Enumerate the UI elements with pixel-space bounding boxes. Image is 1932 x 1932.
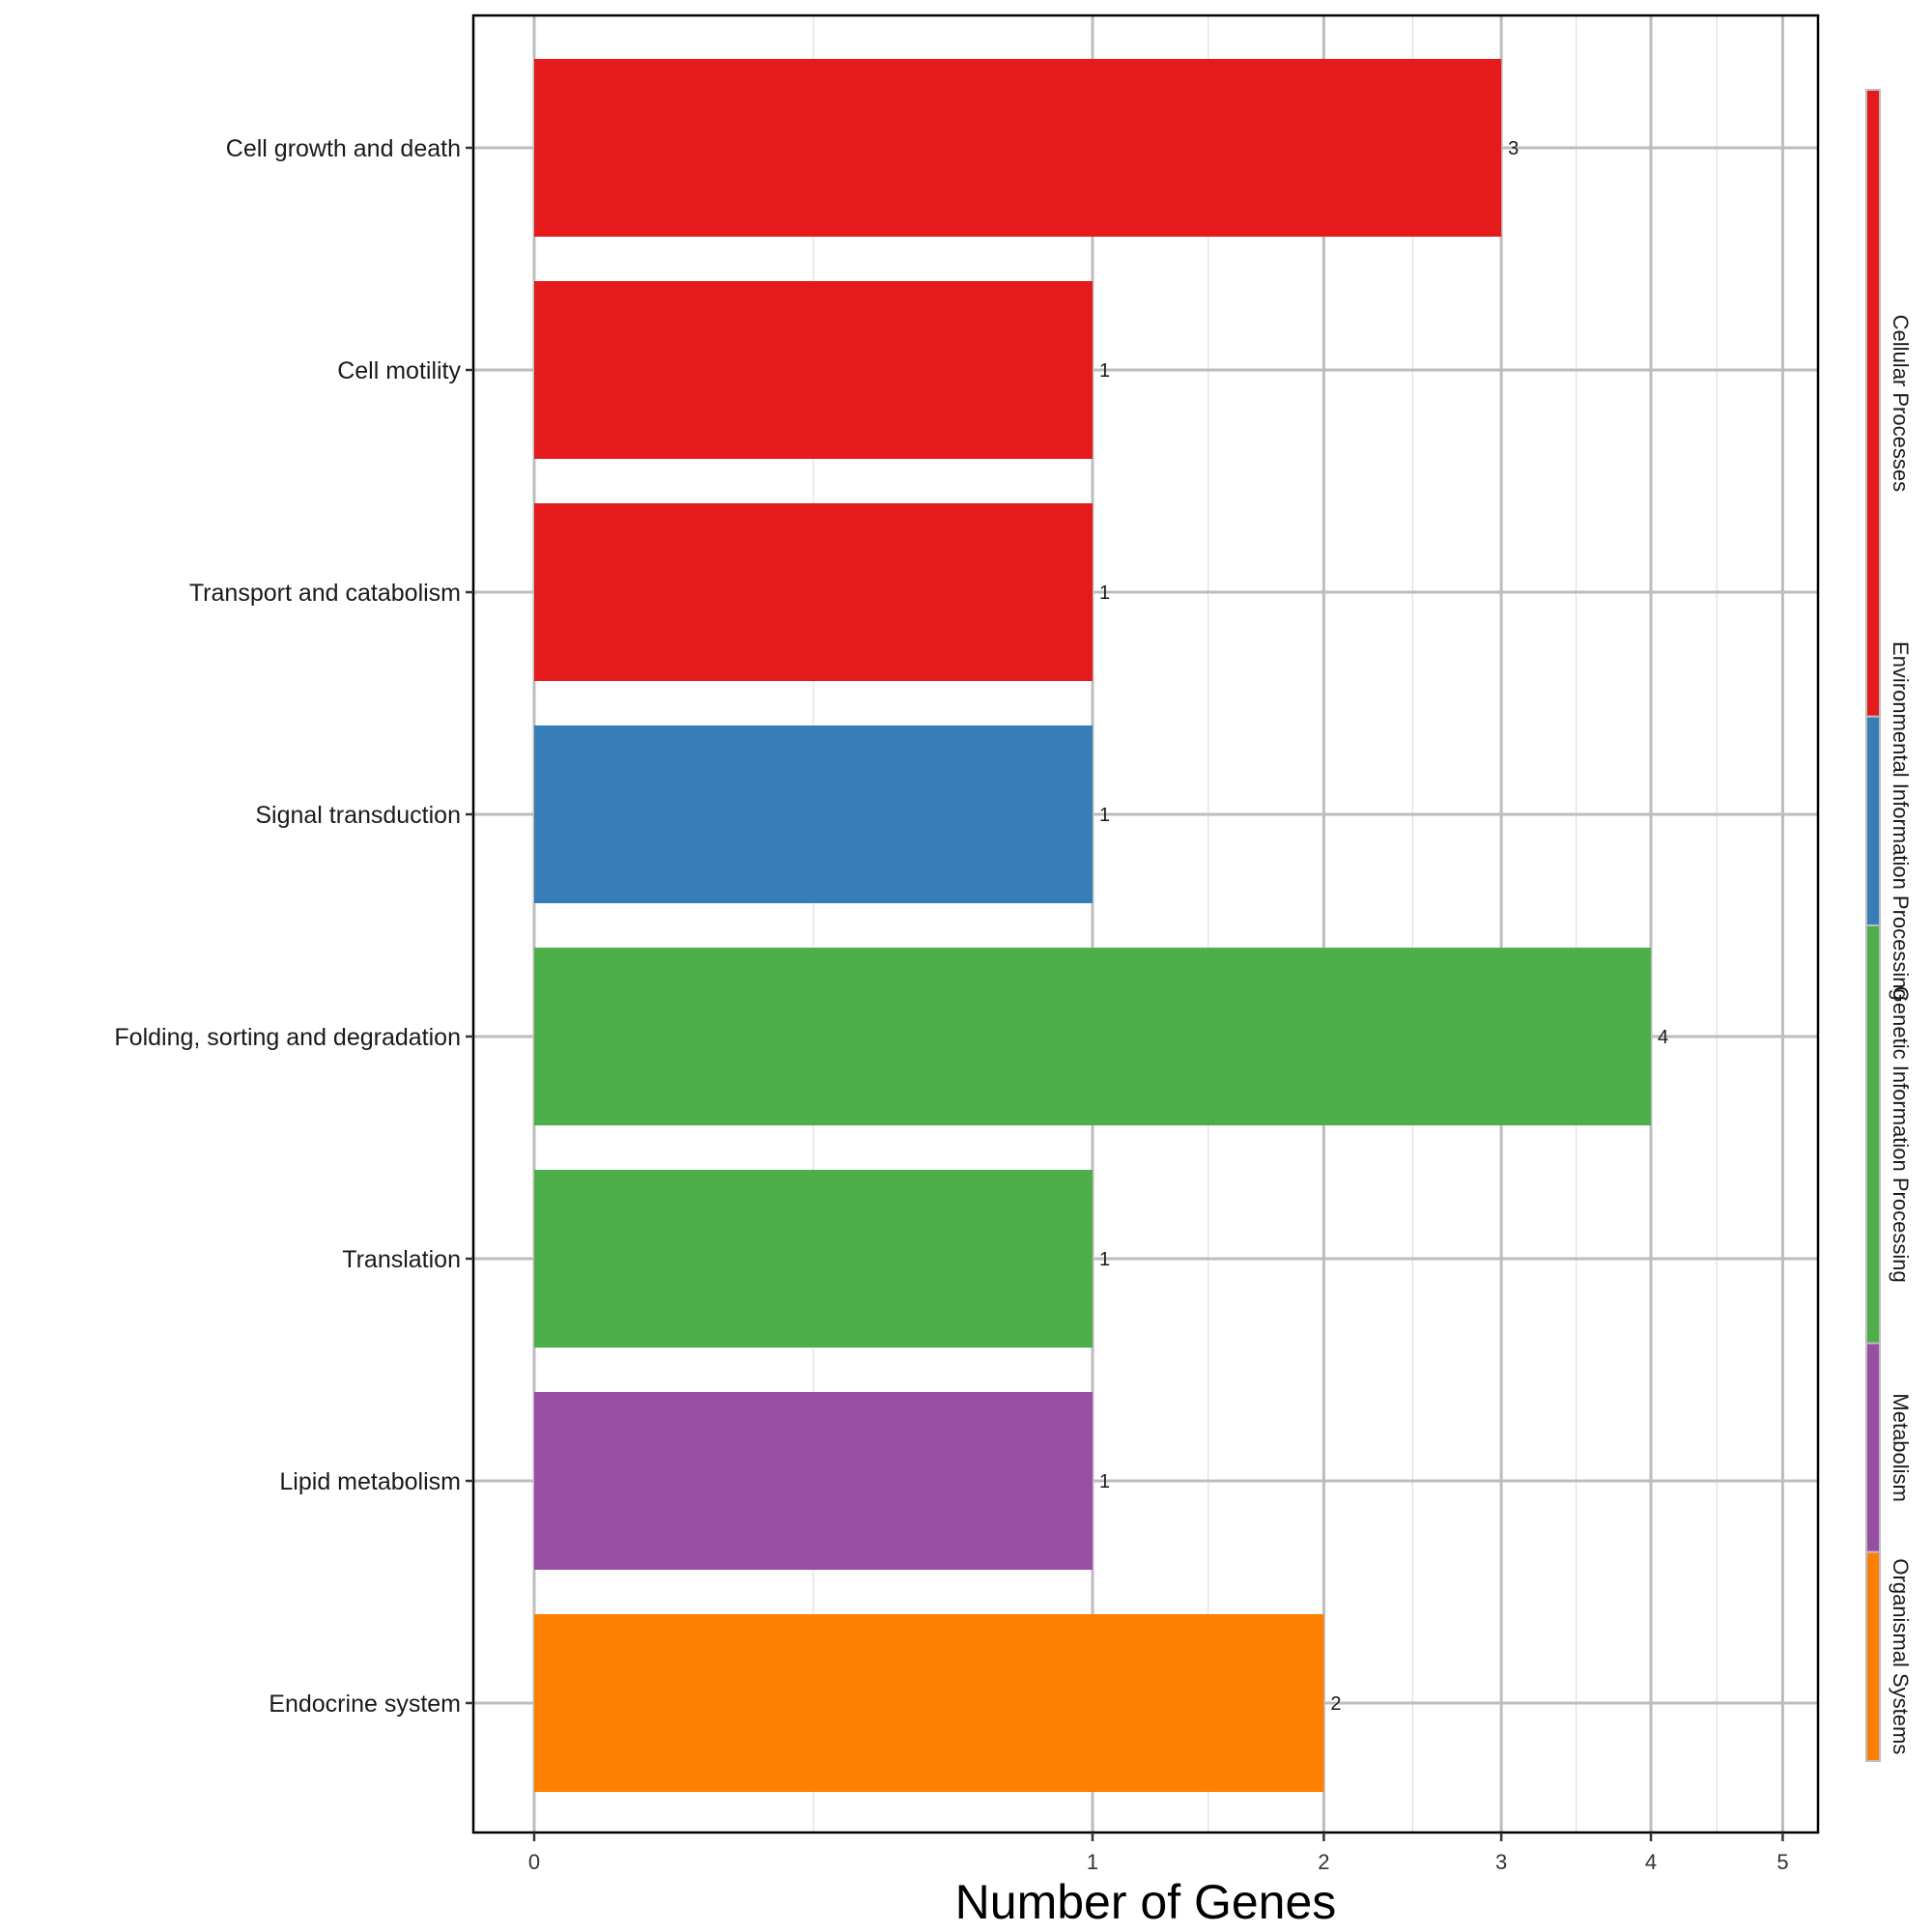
category-label: Folding, sorting and degradation	[114, 1024, 461, 1051]
bar-value-label: 1	[1099, 360, 1110, 382]
bar	[534, 725, 1093, 903]
category-strip-label: Metabolism	[1889, 1393, 1913, 1501]
axes: Cell growth and death Cell motility Transp…	[114, 135, 1788, 1874]
bar-value-label: 2	[1330, 1693, 1341, 1715]
x-tick-label: 2	[1318, 1850, 1329, 1874]
category-label: Transport and catabolism	[189, 580, 461, 607]
x-tick-label: 3	[1495, 1850, 1507, 1874]
x-tick-label: 5	[1776, 1850, 1788, 1874]
bar-value-label: 1	[1099, 805, 1110, 826]
bar	[534, 503, 1093, 681]
category-strip-label: Genetic Information Processing	[1889, 986, 1913, 1283]
x-tick-label: 1	[1087, 1850, 1098, 1874]
bar	[534, 1170, 1093, 1348]
category-strip-segment	[1865, 89, 1881, 718]
category-strip-label: Cellular Processes	[1889, 315, 1913, 492]
bar	[534, 1392, 1093, 1570]
bar-value-label: 4	[1658, 1027, 1668, 1048]
bars: 3 1 1 1 4 1 1 2	[534, 59, 1668, 1792]
category-strip: Cellular Processes Environmental Informat…	[1865, 89, 1913, 1762]
category-strip-segment	[1865, 1342, 1881, 1553]
bar	[534, 948, 1651, 1125]
bar-value-label: 1	[1099, 582, 1110, 604]
category-label: Cell growth and death	[226, 135, 461, 162]
category-strip-segment	[1865, 715, 1881, 926]
bar	[534, 281, 1093, 459]
bar	[534, 59, 1502, 237]
category-label: Signal transduction	[255, 802, 461, 829]
category-label: Endocrine system	[269, 1690, 461, 1718]
plot-panel-border	[471, 14, 1820, 1834]
category-label: Translation	[342, 1246, 461, 1273]
x-axis-title: Number of Genes	[955, 1875, 1337, 1929]
category-strip-label: Organismal Systems	[1889, 1558, 1913, 1754]
bar	[534, 1614, 1324, 1792]
bar-value-label: 1	[1099, 1471, 1110, 1492]
bar-value-label: 3	[1508, 138, 1519, 159]
category-strip-segment	[1865, 924, 1881, 1345]
x-tick-label: 0	[528, 1850, 540, 1874]
bar-value-label: 1	[1099, 1249, 1110, 1270]
x-tick-label: 4	[1645, 1850, 1657, 1874]
category-label: Cell motility	[337, 357, 461, 384]
category-label: Lipid metabolism	[279, 1468, 461, 1495]
category-strip-label: Environmental Information Processing	[1889, 641, 1913, 1001]
category-strip-segment	[1865, 1550, 1881, 1762]
